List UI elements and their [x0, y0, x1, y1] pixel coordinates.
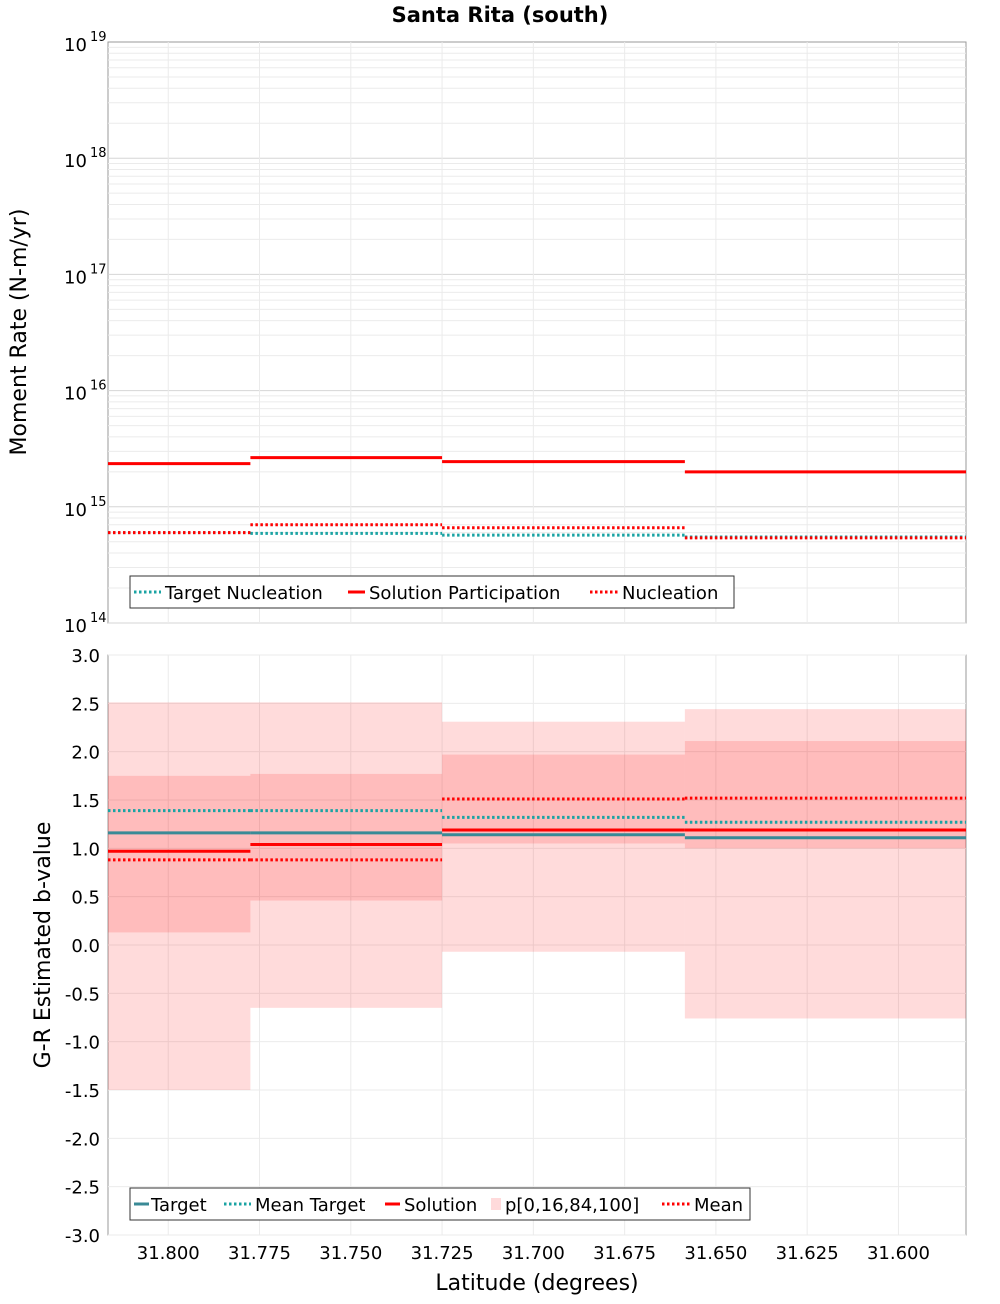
x-tick-label: 31.800 — [137, 1243, 200, 1264]
bottom-y-tick-label: 0.5 — [71, 888, 100, 909]
series-solution — [108, 828, 966, 853]
bottom-y-tick-label: -1.5 — [65, 1081, 100, 1102]
x-tick-label: 31.650 — [684, 1243, 747, 1264]
series-target — [108, 831, 966, 840]
legend-label-nucleation: Nucleation — [622, 583, 718, 604]
top-y-tick-exponent: 16 — [90, 379, 107, 394]
bottom-y-tick-label: 1.5 — [71, 791, 100, 812]
legend-label-mean: Mean — [694, 1195, 743, 1216]
bottom-y-tick-label: 2.5 — [71, 694, 100, 715]
x-tick-label: 31.700 — [502, 1243, 565, 1264]
bottom-panel: -3.0 -2.5 -2.0 -1.5 -1.0 -0.5 0.0 0.5 1.0 1.5 2.0 2… — [31, 646, 967, 1296]
bottom-y-tick-label: -3.0 — [65, 1226, 100, 1247]
top-y-tick-exponent: 18 — [90, 146, 107, 161]
series-mean — [108, 796, 966, 862]
legend-label-mean-target: Mean Target — [255, 1195, 365, 1216]
bottom-y-axis-label: G-R Estimated b-value — [31, 822, 56, 1069]
bottom-y-tick-label: 3.0 — [71, 646, 100, 667]
bottom-y-tick-label: -2.0 — [65, 1129, 100, 1150]
band-p0-p100 — [442, 721, 685, 952]
bottom-x-ticks: 31.800 31.775 31.750 31.725 31.700 31.675 31.6… — [137, 1243, 930, 1264]
legend-label-target: Target — [150, 1195, 207, 1216]
band-p16-p84 — [250, 773, 443, 901]
bottom-y-tick-label: -2.5 — [65, 1178, 100, 1199]
band-p0-p100 — [250, 702, 443, 1008]
bottom-marks — [108, 796, 966, 862]
bottom-legend-box — [129, 1187, 751, 1221]
band-p16-p84 — [108, 775, 251, 933]
legend-label-solution: Solution — [404, 1195, 477, 1216]
top-y-tick-label: 10 — [64, 500, 87, 521]
x-axis-label: Latitude (degrees) — [435, 1271, 638, 1296]
top-y-axis-label: Moment Rate (N-m/yr) — [7, 209, 32, 456]
top-y-tick-exponent: 14 — [90, 611, 107, 626]
x-tick-label: 31.750 — [319, 1243, 382, 1264]
top-grid — [108, 42, 966, 624]
series-mean-target — [108, 809, 966, 824]
top-y-tick-label: 10 — [64, 616, 87, 637]
series-nucleation — [108, 523, 966, 540]
bottom-y-tick-label: 2.0 — [71, 743, 100, 764]
bottom-y-tick-label: -1.0 — [65, 1033, 100, 1054]
top-y-tick-label: 10 — [64, 384, 87, 405]
legend-label-solution-participation: Solution Participation — [369, 583, 560, 604]
legend-label-percentile-range: p[0,16,84,100] — [505, 1195, 639, 1216]
x-tick-label: 31.725 — [411, 1243, 474, 1264]
top-legend-box — [129, 575, 735, 609]
top-y-tick-label: 10 — [64, 35, 87, 56]
top-y-tick-exponent: 19 — [90, 30, 107, 45]
top-y-tick-label: 10 — [64, 267, 87, 288]
bottom-grid — [108, 654, 966, 1236]
bottom-y-tick-label: 1.0 — [71, 839, 100, 860]
legend-label-target-nucleation: Target Nucleation — [164, 583, 323, 604]
top-legend: Target Nucleation Solution Participation… — [129, 575, 735, 609]
bottom-y-ticks: -3.0 -2.5 -2.0 -1.5 -1.0 -0.5 0.0 0.5 1.0 1.5 2.0 2… — [65, 646, 100, 1247]
x-tick-label: 31.775 — [228, 1243, 291, 1264]
top-y-tick-label: 10 — [64, 151, 87, 172]
top-y-tick-exponent: 15 — [90, 495, 107, 510]
band-p0-p100 — [108, 702, 251, 1090]
series-solution-participation — [108, 456, 966, 474]
top-y-tick-exponent: 17 — [90, 262, 107, 277]
x-tick-label: 31.600 — [867, 1243, 930, 1264]
bottom-legend: Target Mean Target Solution p[0,16,84,10… — [129, 1187, 751, 1221]
legend-swatch-percentile-range — [491, 1198, 501, 1210]
x-tick-label: 31.625 — [776, 1243, 839, 1264]
chart-title: Santa Rita (south) — [392, 3, 609, 27]
bottom-y-tick-label: -0.5 — [65, 984, 100, 1005]
band-p0-p100 — [684, 709, 966, 1019]
top-marks — [108, 456, 966, 540]
bottom-y-tick-label: 0.0 — [71, 936, 100, 957]
band-p16-p84 — [684, 741, 966, 849]
x-tick-label: 31.675 — [593, 1243, 656, 1264]
